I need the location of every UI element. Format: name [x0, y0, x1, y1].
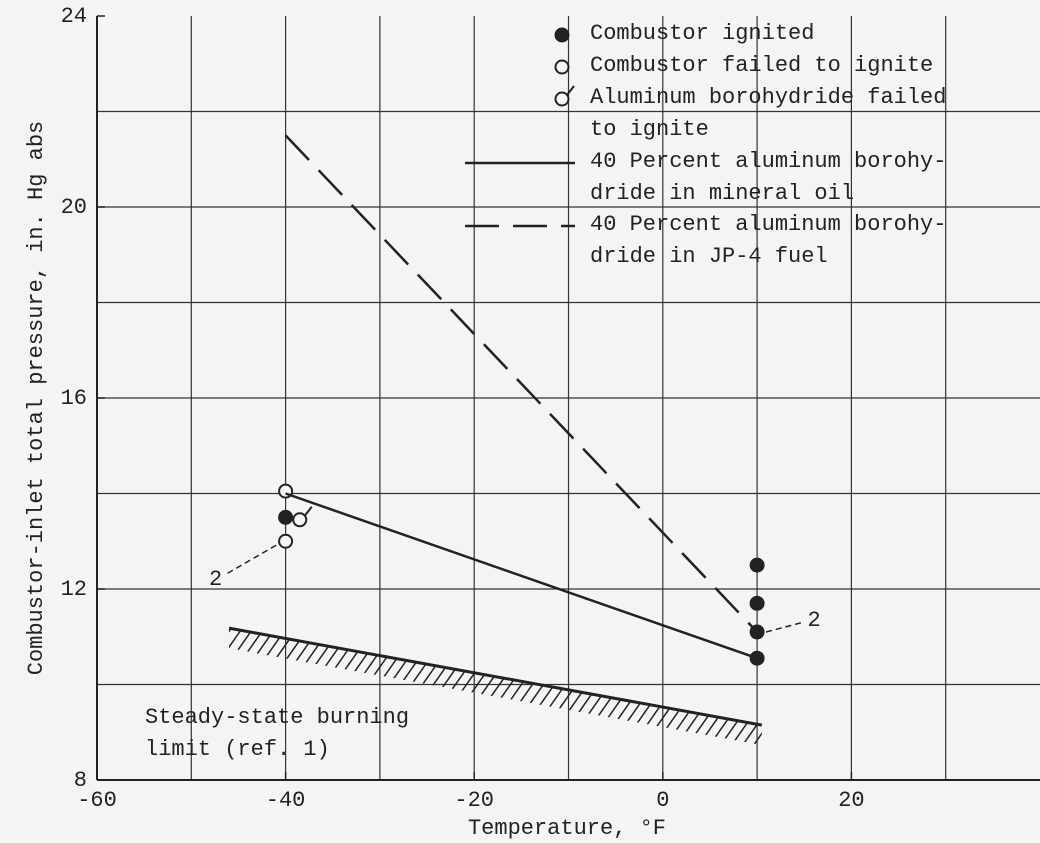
x-tick-label: 0	[656, 788, 669, 813]
marker	[278, 509, 294, 525]
legend-swatch	[554, 27, 570, 43]
marker-dot	[292, 512, 308, 528]
marker	[292, 506, 313, 528]
marker-flag	[303, 506, 313, 517]
hatch	[229, 628, 762, 746]
leader	[227, 542, 280, 574]
y-tick-label: 16	[61, 386, 87, 411]
marker-dot	[278, 509, 294, 525]
boundary-line	[228, 626, 763, 727]
x-tick-label: 20	[838, 788, 864, 813]
legend-label: Aluminum borohydride failed to ignite	[590, 85, 947, 142]
y-tick-label: 20	[61, 195, 87, 220]
boundary-label: Steady-state burning limit (ref. 1)	[145, 705, 410, 762]
series-line	[284, 134, 759, 633]
legend-label: 40 Percent aluminum borohy- dride in JP-…	[590, 212, 947, 269]
legend-swatch	[566, 85, 575, 96]
y-axis-label: Combustor-inlet total pressure, in. Hg a…	[24, 121, 49, 676]
y-tick-label: 8	[74, 768, 87, 793]
x-tick-label: -60	[77, 788, 117, 813]
annotation: 2	[807, 608, 820, 633]
y-tick-label: 12	[61, 577, 87, 602]
marker	[278, 533, 294, 549]
marker-dot	[749, 595, 765, 611]
legend-swatch	[554, 91, 570, 107]
marker-dot	[278, 533, 294, 549]
annotation: 2	[209, 567, 222, 592]
legend-label: 40 Percent aluminum borohy- dride in min…	[590, 149, 947, 206]
y-tick-label: 24	[61, 4, 87, 29]
series-line	[285, 492, 758, 660]
x-tick-label: -20	[454, 788, 494, 813]
x-axis-label: Temperature, °F	[468, 816, 666, 841]
legend-label: Combustor failed to ignite	[590, 53, 934, 78]
marker	[749, 557, 765, 573]
x-tick-label: -40	[266, 788, 306, 813]
marker	[749, 595, 765, 611]
legend-label: Combustor ignited	[590, 21, 815, 46]
legend-swatch	[554, 59, 570, 75]
leader	[765, 621, 805, 633]
marker-dot	[749, 557, 765, 573]
